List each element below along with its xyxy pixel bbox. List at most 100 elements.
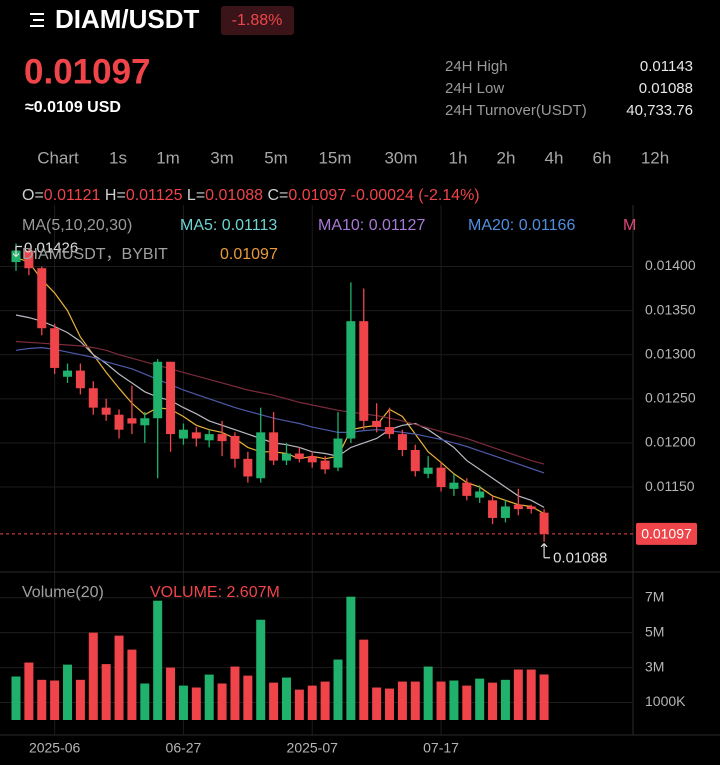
menu-icon[interactable] [30, 13, 44, 27]
y-tick-label: 3M [645, 658, 664, 674]
ma-legend: MA10: 0.01127 [318, 217, 425, 234]
volume-bar [526, 669, 536, 720]
y-tick-label: 0.01400 [645, 257, 696, 273]
y-tick-label: 0.01350 [645, 301, 696, 317]
timeframe-tab[interactable]: 2h [497, 148, 516, 167]
volume-bar [500, 679, 510, 720]
candle-body [436, 467, 446, 488]
volume-bar [513, 669, 523, 720]
candle-body [204, 434, 214, 441]
volume-bar [359, 639, 369, 720]
ohlc-label: H= [105, 187, 126, 204]
timeframe-tab[interactable]: 1s [109, 148, 127, 167]
candle-body [333, 438, 343, 468]
candle-body [37, 268, 47, 329]
y-tick-label: 1000K [645, 693, 686, 709]
ohlc-value: 0.01088 [205, 187, 263, 204]
last-price-tag [636, 522, 697, 545]
timeframe-tab[interactable]: 30m [384, 148, 417, 167]
volume-bar [488, 682, 498, 720]
volume-bar [63, 664, 73, 720]
volume-bar [204, 674, 214, 720]
ma-line [15, 346, 545, 474]
timeframe-tab[interactable]: 5m [264, 148, 288, 167]
candle-body [101, 407, 111, 415]
volume-bar [191, 687, 201, 720]
y-tick-label: 0.01200 [645, 434, 696, 450]
volume-bar [243, 675, 253, 720]
volume-bar [140, 683, 150, 720]
ohlc-label: C= [267, 187, 288, 204]
timeframe-tab[interactable]: 6h [593, 148, 612, 167]
ma-line [15, 314, 545, 508]
timeframe-tab[interactable]: 15m [318, 148, 351, 167]
pair-title[interactable]: DIAM/USDT [55, 4, 200, 34]
candle-body [269, 432, 279, 461]
stat-value: 0.01143 [640, 58, 693, 75]
ma-legend: M [623, 217, 636, 234]
y-tick-label: 5M [645, 623, 664, 639]
candle-body [294, 453, 304, 459]
candle-body [243, 458, 253, 477]
candle-body [281, 453, 291, 461]
volume-bar [397, 681, 407, 720]
candle-body [230, 435, 240, 459]
ohlc-value: 0.01121 [44, 187, 101, 204]
stat-label: 24H Low [445, 80, 504, 97]
volume-bar [101, 664, 111, 720]
ohlc-label: L= [187, 187, 205, 204]
timeframe-tab[interactable]: 12h [641, 148, 669, 167]
timeframe-tab[interactable]: 1m [156, 148, 180, 167]
volume-bar [539, 674, 549, 720]
volume-bar [11, 676, 21, 720]
ohlc-value: 0.01097 [288, 187, 346, 204]
y-tick-label: 0.01300 [645, 345, 696, 361]
ma-legend: MA5: 0.01113 [180, 217, 277, 234]
volume-bar [385, 688, 395, 720]
volume-bar [294, 689, 304, 720]
volume-bar [269, 682, 279, 720]
timeframe-tab[interactable]: Chart [37, 148, 79, 167]
volume-bar [449, 680, 459, 720]
volume-bar [178, 685, 188, 720]
candle-body [410, 450, 420, 472]
candle-body [526, 506, 536, 510]
candle-body [359, 321, 369, 421]
ohlc-label: O= [22, 187, 44, 204]
candle-body [385, 427, 395, 435]
volume-bar [346, 596, 356, 720]
candle-body [320, 460, 330, 470]
volume-bar [153, 600, 163, 720]
candle-body [423, 467, 433, 474]
candle-body [24, 250, 34, 269]
ohlc-change: -0.00024 (-2.14%) [351, 187, 480, 204]
ma-line [15, 257, 545, 515]
candle-body [63, 370, 73, 377]
y-tick-label: 0.01250 [645, 390, 696, 406]
low-marker: 0.01088 [553, 550, 607, 567]
timeframe-tab[interactable]: 4h [545, 148, 564, 167]
candle-body [114, 414, 124, 430]
x-tick-label: 2025-06 [29, 740, 81, 756]
candle-body [153, 361, 163, 419]
volume-bar [307, 685, 317, 720]
x-tick-label: 2025-07 [287, 740, 339, 756]
volume-bar [75, 679, 85, 720]
ma-legend: MA(5,10,20,30) [22, 217, 132, 234]
timeframe-tab[interactable]: 3m [210, 148, 234, 167]
candle-body [449, 482, 459, 489]
timeframe-tab[interactable]: 1h [449, 148, 468, 167]
volume-bar [217, 683, 227, 720]
volume-bar [475, 678, 485, 720]
stat-label: 24H Turnover(USDT) [445, 102, 587, 119]
candle-body [513, 504, 523, 510]
candle-body [217, 434, 227, 442]
candle-body [178, 429, 188, 439]
stat-value: 0.01088 [639, 80, 693, 97]
volume-annotation: VOLUME: 2.607M [150, 584, 280, 601]
volume-bar [320, 681, 330, 720]
candle-body [307, 456, 317, 463]
candle-body [50, 328, 60, 368]
ohlc-value: 0.01125 [126, 187, 183, 204]
